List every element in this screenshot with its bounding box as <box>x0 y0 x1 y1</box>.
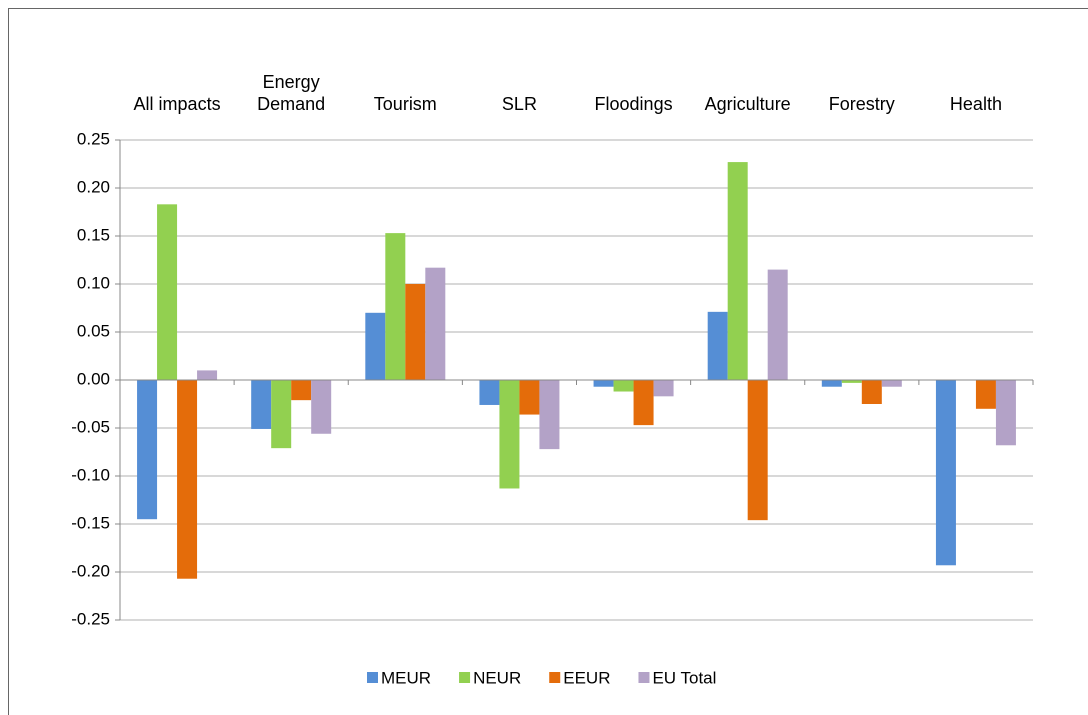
bar <box>821 380 842 387</box>
bar <box>271 380 292 449</box>
y-tick-label: -0.15 <box>71 513 110 532</box>
bar <box>841 380 862 383</box>
x-tick-label: Energy Demand <box>257 72 326 114</box>
x-tick-label: Health <box>949 94 1002 114</box>
bar <box>727 162 748 380</box>
bar <box>479 380 500 405</box>
bar <box>995 380 1016 446</box>
y-tick-label: 0.25 <box>77 129 110 148</box>
bar <box>519 380 540 415</box>
x-tick-label: Agriculture <box>704 94 791 114</box>
y-tick-label: -0.10 <box>71 465 110 484</box>
bar <box>405 284 426 380</box>
legend-swatch <box>638 672 650 683</box>
bar <box>881 380 902 387</box>
bar <box>861 380 882 404</box>
x-tick-label: Tourism <box>373 94 437 114</box>
legend-label: MEUR <box>381 668 431 687</box>
bar <box>425 267 446 380</box>
bar <box>137 380 158 520</box>
bar <box>935 380 956 566</box>
bar <box>365 312 386 380</box>
y-tick-label: 0.00 <box>77 369 110 388</box>
bar <box>385 233 406 380</box>
bar <box>539 380 560 450</box>
y-tick-label: -0.25 <box>71 609 110 628</box>
bar <box>767 269 788 380</box>
bar <box>157 204 178 380</box>
y-tick-label: -0.20 <box>71 561 110 580</box>
legend-swatch <box>367 672 378 683</box>
legend-label: EEUR <box>563 668 610 687</box>
bar <box>613 380 634 392</box>
x-tick-label: All impacts <box>133 94 221 114</box>
bar <box>593 380 614 387</box>
y-tick-label: -0.05 <box>71 417 110 436</box>
legend-swatch <box>549 672 561 683</box>
frame <box>8 8 1088 715</box>
legend-label: NEUR <box>473 668 521 687</box>
bar <box>291 380 312 401</box>
x-tick-label: SLR <box>501 94 537 114</box>
legend-swatch <box>459 672 471 683</box>
bar <box>747 380 768 521</box>
legend-label: EU Total <box>652 668 716 687</box>
bar <box>975 380 996 409</box>
bar <box>177 380 198 579</box>
bar <box>633 380 654 426</box>
bar <box>197 370 218 380</box>
bar <box>707 311 728 380</box>
bar <box>653 380 674 397</box>
y-tick-label: 0.10 <box>77 273 110 292</box>
bar <box>499 380 520 489</box>
bar <box>251 380 272 429</box>
x-tick-label: Floodings <box>594 94 673 114</box>
x-tick-label: Forestry <box>828 94 895 114</box>
y-tick-label: 0.15 <box>77 225 110 244</box>
bar <box>311 380 332 434</box>
y-tick-label: 0.20 <box>77 177 110 196</box>
y-tick-label: 0.05 <box>77 321 110 340</box>
